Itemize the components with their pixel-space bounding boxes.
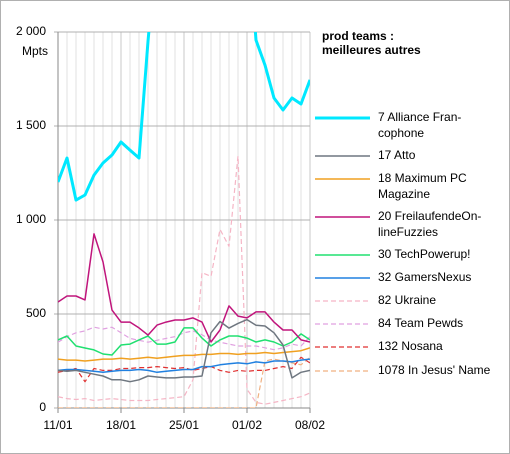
y-unit: Mpts <box>22 44 48 58</box>
x-tick-label: 18/01 <box>106 418 136 432</box>
series-line <box>58 358 310 374</box>
y-tick-label: 2 000 <box>16 24 46 38</box>
legend-label: 1078 In Jesus' Name <box>378 363 491 377</box>
y-tick-label: 500 <box>26 306 46 320</box>
series-line <box>58 356 310 408</box>
legend-label: 7 Alliance Fran- <box>378 110 461 124</box>
legend-label: 18 Maximum PC <box>378 171 467 185</box>
y-tick-label: 0 <box>39 400 46 414</box>
legend-label: lineFuzzies <box>378 225 438 239</box>
legend-title: meilleures autres <box>322 43 421 57</box>
series-line <box>58 32 310 202</box>
legend-title: prod teams : <box>322 29 394 43</box>
series-line <box>58 347 310 362</box>
series-line <box>58 356 310 383</box>
legend-label: 20 FreilaufendeOn- <box>378 209 481 223</box>
legend-label: 84 Team Pewds <box>378 316 463 330</box>
series-line <box>58 233 310 343</box>
legend-label: 82 Ukraine <box>378 293 436 307</box>
y-tick-label: 1 000 <box>16 212 46 226</box>
x-tick-label: 01/02 <box>232 418 262 432</box>
y-tick-label: 1 500 <box>16 118 46 132</box>
legend-label: 30 TechPowerup! <box>378 247 471 261</box>
legend-label: 132 Nosana <box>378 339 443 353</box>
x-tick-label: 08/02 <box>295 418 325 432</box>
plot <box>58 32 310 408</box>
x-tick-label: 11/01 <box>43 418 72 432</box>
series-line <box>58 155 310 405</box>
legend-label: 17 Atto <box>378 148 416 162</box>
legend-label: cophone <box>378 126 424 140</box>
legend-label: 32 GamersNexus <box>378 270 471 284</box>
series-line <box>58 327 310 356</box>
series-line <box>58 318 310 383</box>
x-tick-label: 25/01 <box>169 418 199 432</box>
legend-label: Magazine <box>378 187 430 201</box>
